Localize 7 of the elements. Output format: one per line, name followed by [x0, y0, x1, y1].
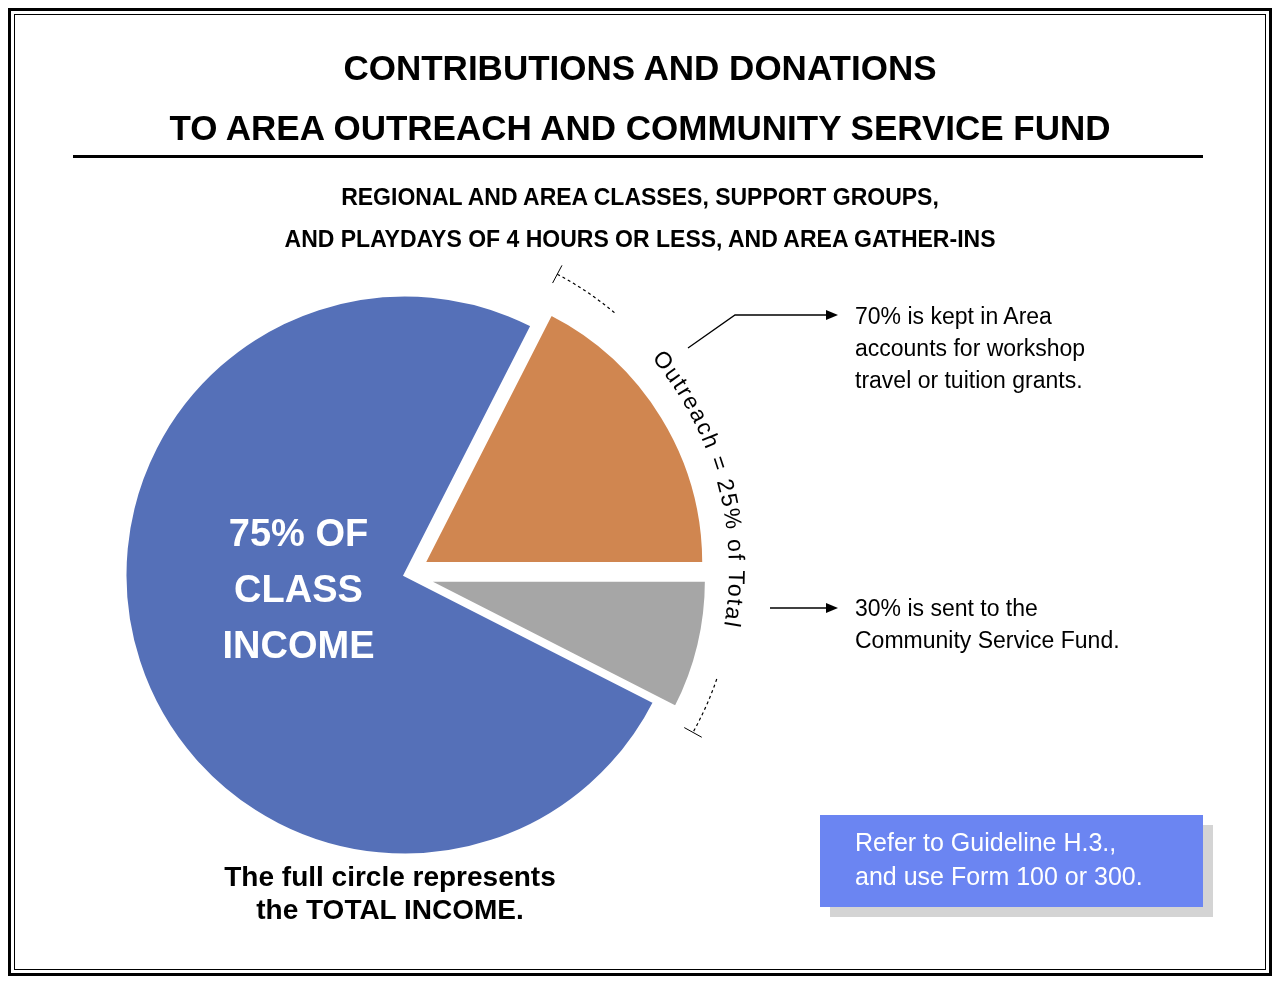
text: 30% is sent to the Community Service Fund. — [855, 594, 1120, 655]
chart-title: CONTRIBUTIONS AND DONATIONS TO AREA OUTREACH AND COMMUNITY SERVICE FUND — [168, 47, 1112, 149]
slice-label: 75% OF CLASS INCOME — [222, 512, 375, 667]
text: 70% is kept in Area accounts for workshop travel or tuition grants. — [855, 302, 1086, 395]
chart-subtitle: REGIONAL AND AREA CLASSES, SUPPORT GROUPS, AND PLAYDAYS OF 4 HOURS OR LESS, AND AREA GATHER-INS — [283, 183, 997, 254]
text: Refer to Guideline H.3., and use Form 100 or 300. — [820, 815, 1203, 907]
text: The full circle represents the TOTAL INCOME. — [223, 860, 557, 926]
